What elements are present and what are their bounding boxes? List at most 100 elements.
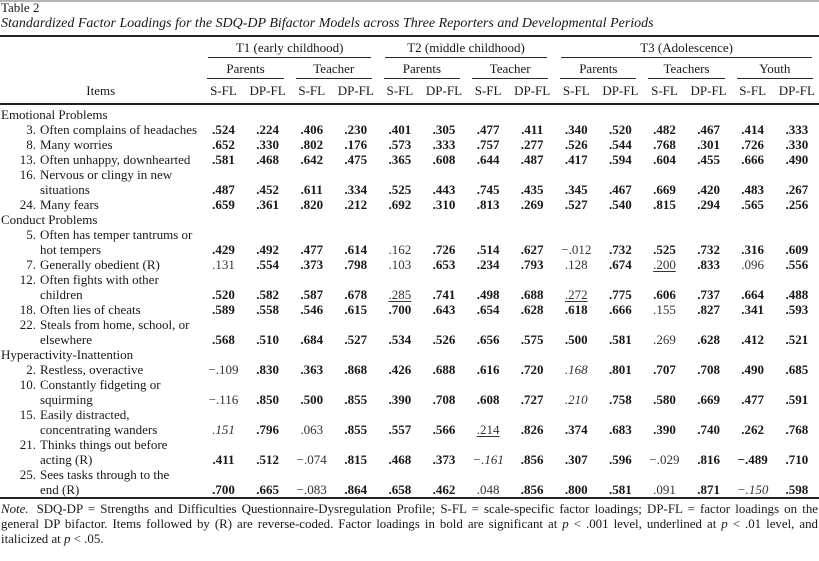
header-row-periods: Items T1 (early childhood) T2 (middle ch… — [0, 37, 819, 105]
item-text: situations — [40, 182, 90, 197]
loading-value: .768 — [653, 137, 676, 152]
loading-value: −.161 — [472, 452, 504, 467]
loading-value: .500 — [300, 392, 324, 407]
loading-value: .833 — [697, 257, 720, 272]
loading-value: .490 — [741, 362, 765, 377]
loading-value: .214 — [476, 422, 500, 437]
loading-value: .609 — [785, 242, 809, 257]
item-text: hot tempers — [40, 242, 102, 257]
loading-value: .048 — [476, 482, 500, 497]
loading-value: .604 — [653, 152, 676, 167]
measure-header-sfl: S-FL — [730, 79, 775, 105]
loading-value: .512 — [256, 452, 279, 467]
reporter-header-t3-youth: Youth — [731, 58, 819, 79]
item-number: 24. — [19, 197, 36, 212]
loading-value: .568 — [212, 332, 235, 347]
loading-value: .566 — [432, 422, 456, 437]
t2-group-label: T2 (middle childhood) — [384, 37, 548, 58]
item-row: 21. Thinks things out before acting (R) .41… — [0, 437, 819, 467]
loading-value: .644 — [476, 152, 500, 167]
loading-value: .520 — [609, 122, 632, 137]
table-label: Table 2 — [1, 0, 40, 15]
item-text: Often lies of cheats — [40, 302, 141, 317]
loading-value: .455 — [697, 152, 720, 167]
loading-value: .642 — [300, 152, 324, 167]
item-text: Many fears — [40, 197, 99, 212]
item-row: 16. Nervous or clingy in new situations .48… — [0, 167, 819, 197]
reporter-header-t3-teachers: Teachers — [642, 58, 730, 79]
loading-value: .710 — [785, 452, 809, 467]
item-label: 3. Often complains of headaches — [0, 122, 201, 137]
loading-value: .390 — [388, 392, 412, 407]
loading-value: −.083 — [296, 482, 327, 497]
header-row-reporters: Parents Teacher Parents Teacher Parents … — [0, 58, 819, 79]
table-caption: Standardized Factor Loadings for the SDQ… — [0, 15, 819, 37]
section-header-row: Emotional Problems — [0, 104, 819, 122]
reporter-header-t1-teacher: Teacher — [290, 58, 378, 79]
loading-value: .684 — [300, 332, 324, 347]
loading-value: .500 — [564, 332, 588, 347]
item-text: Easily distracted, — [40, 407, 130, 422]
loading-value: .659 — [212, 197, 235, 212]
loading-value: .294 — [697, 197, 720, 212]
items-header-label: Items — [86, 83, 116, 98]
loading-value: .581 — [609, 482, 632, 497]
note-segment: < .001 level, underlined at — [568, 517, 722, 531]
loading-value: .514 — [476, 242, 500, 257]
loading-value: .816 — [697, 452, 720, 467]
loading-value: .554 — [256, 257, 279, 272]
loading-value: .796 — [256, 422, 279, 437]
t1-group-label: T1 (early childhood) — [208, 37, 371, 58]
loading-value: .628 — [520, 302, 544, 317]
loading-value: −.029 — [649, 452, 680, 467]
loading-value: .616 — [476, 362, 500, 377]
item-number: 16. — [19, 167, 36, 182]
loading-value: .692 — [388, 197, 412, 212]
loading-value: .556 — [785, 257, 809, 272]
loading-value: .443 — [432, 182, 456, 197]
loading-value: .850 — [256, 392, 279, 407]
loading-value: .652 — [212, 137, 235, 152]
loading-value: .212 — [344, 197, 368, 212]
loading-value: .452 — [256, 182, 279, 197]
loading-value: .720 — [520, 362, 544, 377]
loading-value: .429 — [212, 242, 235, 257]
loading-value: .598 — [785, 482, 809, 497]
loading-value: .096 — [741, 257, 765, 272]
loading-value: .608 — [432, 152, 456, 167]
item-label: 24. Many fears — [0, 197, 201, 212]
loading-value: .544 — [609, 137, 632, 152]
loading-value: −.074 — [296, 452, 327, 467]
loading-value: .815 — [653, 197, 676, 212]
item-number: 7. — [26, 257, 36, 272]
item-label: 16. Nervous or clingy in new situations — [0, 167, 201, 197]
loading-value: .475 — [344, 152, 368, 167]
section-title: Conduct Problems — [1, 212, 98, 227]
loading-value: .267 — [785, 182, 809, 197]
loading-value: .581 — [212, 152, 235, 167]
loading-value: .664 — [741, 287, 765, 302]
item-number: 10. — [19, 377, 36, 392]
loading-value: .685 — [785, 362, 809, 377]
loading-value: .666 — [609, 302, 632, 317]
loading-value: .800 — [564, 482, 588, 497]
loading-value: .587 — [300, 287, 324, 302]
loading-value: .527 — [564, 197, 588, 212]
loading-value: .498 — [476, 287, 500, 302]
loading-value: .373 — [300, 257, 324, 272]
measure-header-sfl: S-FL — [466, 79, 511, 105]
item-label: 13. Often unhappy, downhearted — [0, 152, 201, 167]
item-label: 12. Often fights with other children — [0, 272, 201, 302]
loading-value: .477 — [300, 242, 324, 257]
loading-value: .411 — [521, 122, 544, 137]
item-row: 12. Often fights with other children .520 .5… — [0, 272, 819, 302]
item-label: 21. Thinks things out before acting (R) — [0, 437, 201, 467]
item-number: 12. — [19, 272, 36, 287]
measure-header-dpfl: DP-FL — [421, 79, 467, 105]
note-label: Note. — [1, 502, 29, 516]
loading-value: .745 — [476, 182, 500, 197]
loading-value: .871 — [697, 482, 720, 497]
item-row: 22. Steals from home, school, or elsewhere… — [0, 317, 819, 347]
loading-value: .526 — [564, 137, 588, 152]
table-note: Note. SDQ-DP = Strengths and Difficulties… — [0, 499, 819, 547]
